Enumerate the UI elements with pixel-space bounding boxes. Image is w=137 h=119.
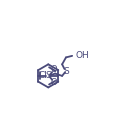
Text: S: S (45, 71, 51, 80)
Text: OH: OH (75, 51, 89, 60)
Text: O: O (50, 78, 57, 87)
Text: O: O (50, 65, 57, 74)
Text: Cl: Cl (39, 71, 48, 80)
Text: S: S (63, 67, 69, 76)
